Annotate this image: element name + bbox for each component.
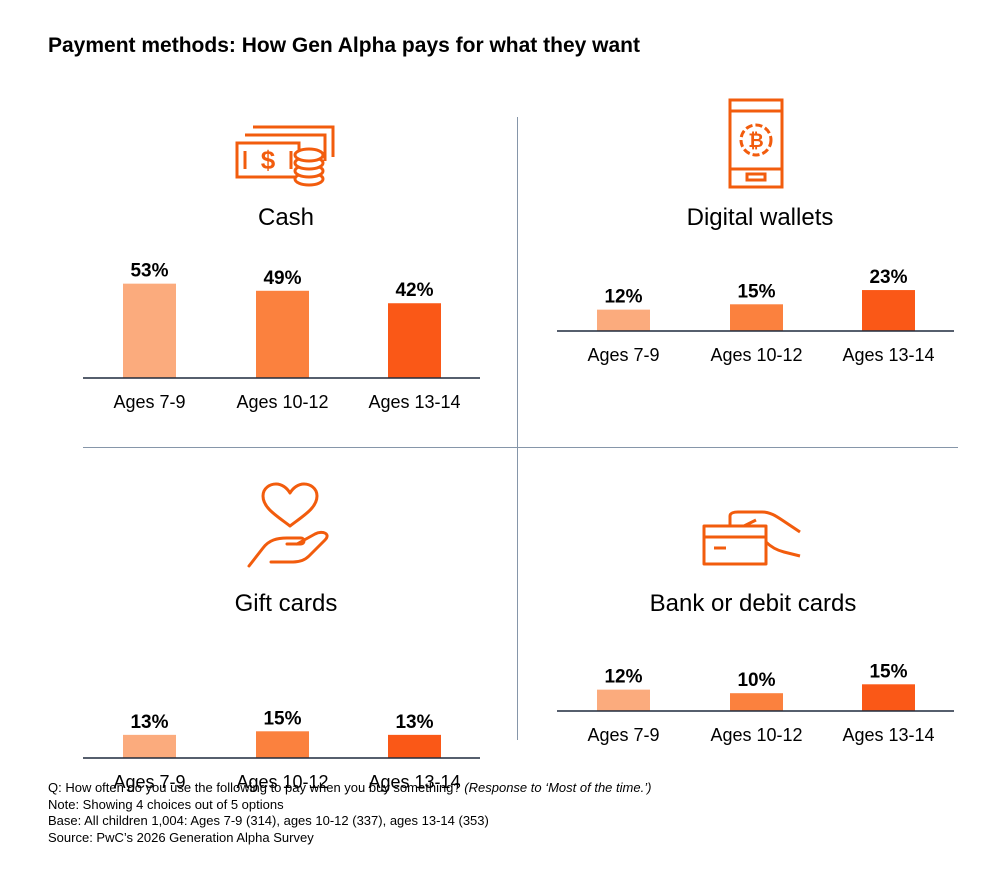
gift-cards-category-label-ages-13-14: Ages 13-14 (368, 772, 460, 792)
horizontal-divider (83, 447, 958, 448)
gift-cards-value-label-ages-10-12: 15% (263, 708, 301, 729)
svg-text:₿: ₿ (748, 130, 763, 152)
digital-wallet-phone-icon: ₿ (728, 98, 784, 189)
digital-wallets-category-label-ages-10-12: Ages 10-12 (710, 345, 802, 365)
gift-cards-category-label-ages-10-12: Ages 10-12 (236, 772, 328, 792)
cash-category-label-ages-7-9: Ages 7-9 (113, 392, 185, 412)
bank-card-hand-icon (702, 510, 801, 566)
bank-cards-category-label-ages-10-12: Ages 10-12 (710, 725, 802, 745)
bank-cards-category-label-ages-13-14: Ages 13-14 (842, 725, 934, 745)
digital-wallets-category-label-ages-13-14: Ages 13-14 (842, 345, 934, 365)
base-note: Base: All children 1,004: Ages 7-9 (314)… (48, 813, 489, 828)
cash-category-label-ages-10-12: Ages 10-12 (236, 392, 328, 412)
cash-chart: 53% Ages 7-9 49% Ages 10-12 42% Ages 13-14 (83, 261, 480, 412)
gift-cards-value-label-ages-7-9: 13% (130, 712, 168, 733)
gift-cards-chart: 13% Ages 7-9 15% Ages 10-12 13% Ages 13-14 (83, 708, 480, 792)
bank-cards-category-label-ages-7-9: Ages 7-9 (587, 725, 659, 745)
choices-note: Note: Showing 4 choices out of 5 options (48, 796, 284, 812)
digital-wallets-panel-title: Digital wallets (686, 204, 834, 231)
gift-cards-bar-ages-10-12 (256, 731, 309, 758)
gift-cards-category-label-ages-7-9: Ages 7-9 (113, 772, 185, 792)
cash-panel-title: Cash (257, 204, 315, 231)
gift-cards-bar-ages-7-9 (123, 734, 176, 758)
digital-wallets-value-label-ages-10-12: 15% (737, 281, 775, 302)
gift-cards-bar-ages-13-14 (388, 734, 441, 758)
bank-cards-panel-title: Bank or debit cards (649, 590, 857, 617)
bank-cards-value-label-ages-7-9: 12% (604, 667, 642, 688)
vertical-divider (517, 117, 518, 740)
gift-cards-value-label-ages-13-14: 13% (395, 712, 433, 733)
cash-bar-ages-10-12 (256, 290, 309, 378)
digital-wallets-category-label-ages-7-9: Ages 7-9 (587, 345, 659, 365)
cash-icon: $ (235, 125, 335, 187)
footnotes: Q: How often do you use the following to… (48, 780, 651, 846)
cash-value-label-ages-7-9: 53% (130, 261, 168, 282)
bank-cards-value-label-ages-13-14: 15% (869, 661, 907, 682)
cash-category-label-ages-13-14: Ages 13-14 (368, 392, 460, 412)
bank-cards-bar-ages-7-9 (597, 689, 650, 711)
svg-text:$: $ (261, 145, 276, 175)
digital-wallets-bar-ages-7-9 (597, 309, 650, 331)
bank-cards-bar-ages-10-12 (730, 693, 783, 711)
bank-cards-chart: 12% Ages 7-9 10% Ages 10-12 15% Ages 13-14 (557, 661, 954, 745)
digital-wallets-value-label-ages-7-9: 12% (604, 287, 642, 308)
bank-cards-bar-ages-13-14 (862, 684, 915, 711)
cash-bar-ages-7-9 (123, 283, 176, 378)
cash-bar-ages-13-14 (388, 303, 441, 378)
bank-cards-value-label-ages-10-12: 10% (737, 670, 775, 691)
cash-value-label-ages-13-14: 42% (395, 280, 433, 301)
digital-wallets-chart: 12% Ages 7-9 15% Ages 10-12 23% Ages 13-14 (557, 267, 954, 365)
question-note: Q: How often do you use the following to… (48, 780, 652, 795)
gift-cards-panel-title: Gift cards (234, 590, 338, 617)
digital-wallets-value-label-ages-13-14: 23% (869, 267, 907, 288)
digital-wallets-bar-ages-10-12 (730, 304, 783, 331)
gift-card-heart-hand-icon (247, 482, 329, 568)
chart-title: Payment methods: How Gen Alpha pays for … (48, 34, 640, 57)
digital-wallets-bar-ages-13-14 (862, 290, 915, 331)
cash-value-label-ages-10-12: 49% (263, 268, 301, 289)
source-note: Source: PwC’s 2026 Generation Alpha Surv… (48, 829, 314, 845)
